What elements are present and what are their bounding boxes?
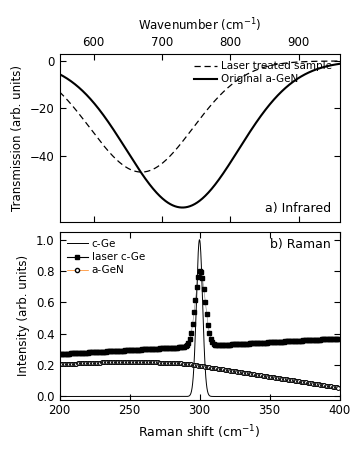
c-Ge xyxy=(337,394,342,399)
Y-axis label: Intensity (arb. units): Intensity (arb. units) xyxy=(18,255,30,376)
Line: Original a-GeN: Original a-GeN xyxy=(60,64,340,207)
Original a-GeN xyxy=(236,147,240,153)
Y-axis label: Transmission (arb. units): Transmission (arb. units) xyxy=(11,65,25,211)
Text: b) Raman: b) Raman xyxy=(270,238,331,251)
Original a-GeN xyxy=(270,99,274,104)
Original a-GeN xyxy=(180,205,184,210)
Original a-GeN xyxy=(220,172,225,177)
Laser treated sample xyxy=(236,77,240,82)
X-axis label: Raman shift (cm$^{-1}$): Raman shift (cm$^{-1}$) xyxy=(138,423,261,440)
Laser treated sample xyxy=(337,58,342,64)
c-Ge xyxy=(171,394,175,399)
Laser treated sample xyxy=(75,108,79,114)
Legend: c-Ge, laser c-Ge, a-GeN: c-Ge, laser c-Ge, a-GeN xyxy=(65,237,147,277)
Original a-GeN xyxy=(228,161,232,166)
c-Ge xyxy=(281,394,285,399)
X-axis label: Wavenumber (cm$^{-1}$): Wavenumber (cm$^{-1}$) xyxy=(138,17,261,34)
Laser treated sample xyxy=(139,169,144,175)
c-Ge xyxy=(57,394,62,399)
Laser treated sample xyxy=(270,62,274,68)
c-Ge xyxy=(276,394,280,399)
Original a-GeN xyxy=(299,74,303,79)
Laser treated sample xyxy=(220,90,225,96)
c-Ge xyxy=(197,237,202,242)
Legend: Laser treated sample, Original a-GeN: Laser treated sample, Original a-GeN xyxy=(192,59,334,86)
Original a-GeN xyxy=(75,83,79,88)
c-Ge xyxy=(86,394,90,399)
Line: c-Ge: c-Ge xyxy=(60,240,340,396)
Laser treated sample xyxy=(228,84,232,89)
c-Ge xyxy=(250,394,254,399)
Original a-GeN xyxy=(57,71,62,77)
Laser treated sample xyxy=(57,89,62,95)
Laser treated sample xyxy=(299,59,303,65)
c-Ge xyxy=(181,394,185,399)
Original a-GeN xyxy=(337,61,342,66)
Line: Laser treated sample: Laser treated sample xyxy=(60,61,340,172)
Text: a) Infrared: a) Infrared xyxy=(265,202,331,215)
